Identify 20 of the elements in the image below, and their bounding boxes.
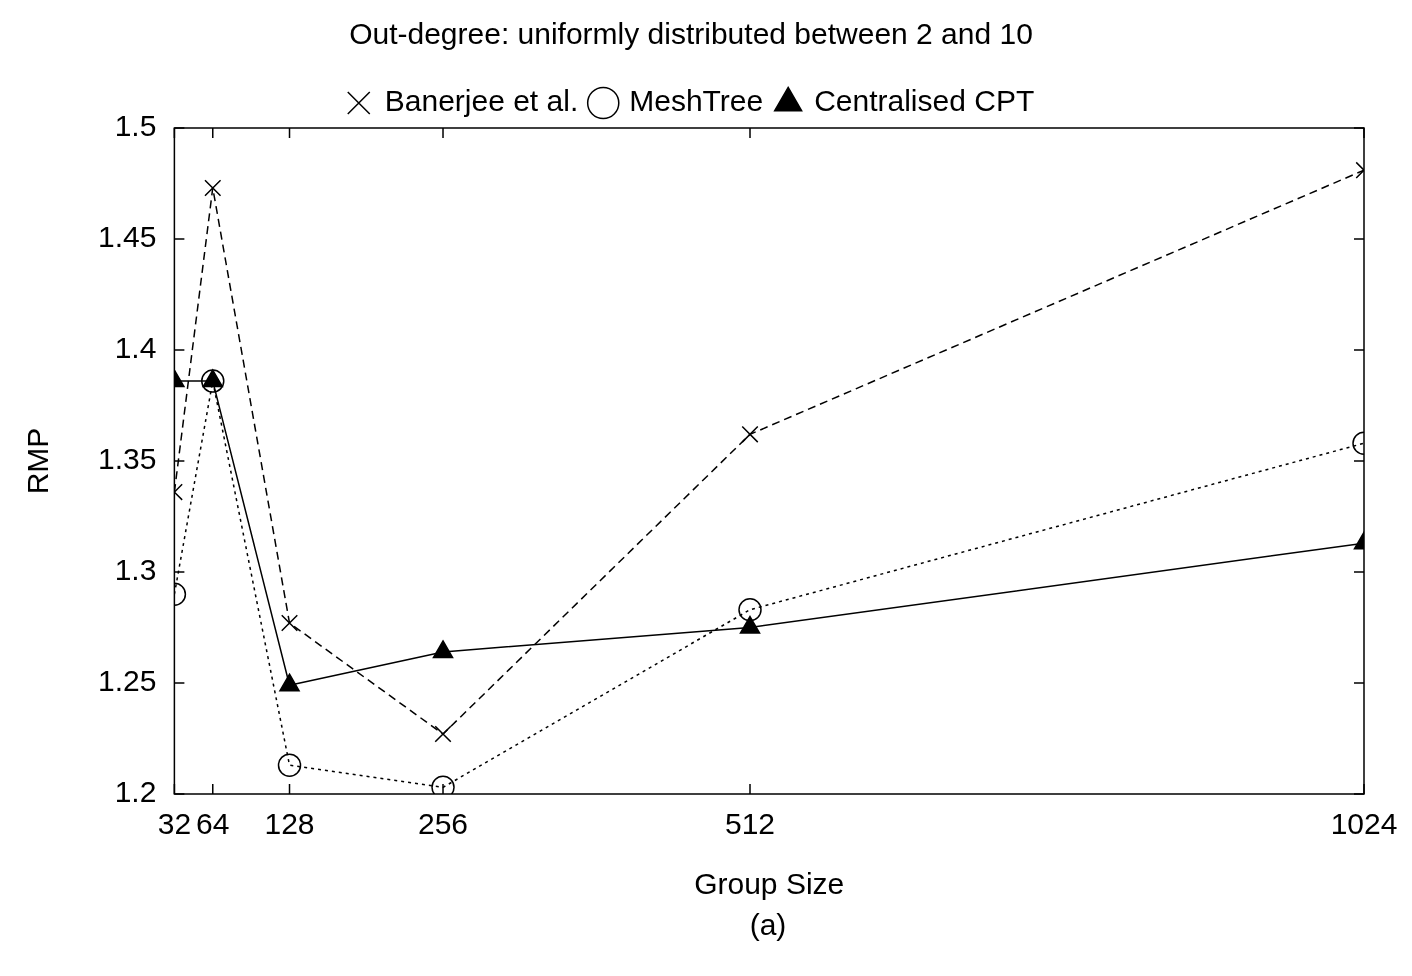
y-tick-label: 1.3 xyxy=(114,553,157,587)
legend-label: MeshTree xyxy=(629,84,764,118)
legend-label: Centralised CPT xyxy=(814,84,1035,118)
x-tick-label: 32 xyxy=(157,807,192,841)
chart-title: Out-degree: uniformly distributed between 2 and 10 xyxy=(349,17,1033,51)
x-tick-label: 128 xyxy=(264,807,315,841)
x-tick-label: 256 xyxy=(417,807,469,841)
x-axis-title: Group Size xyxy=(694,867,845,901)
y-axis-title: RMP xyxy=(21,427,55,495)
x-tick-label: 512 xyxy=(724,807,776,841)
x-tick-label: 1024 xyxy=(1330,807,1398,841)
y-tick-label: 1.4 xyxy=(114,331,157,365)
y-tick-label: 1.2 xyxy=(114,775,157,809)
y-tick-label: 1.35 xyxy=(98,442,157,476)
legend-label: Banerjee et al. xyxy=(384,84,579,118)
text: (a) xyxy=(748,908,788,942)
y-tick-label: 1.5 xyxy=(114,109,157,143)
x-tick-label: 64 xyxy=(196,807,230,841)
y-tick-label: 1.45 xyxy=(98,220,157,254)
y-tick-label: 1.25 xyxy=(98,664,157,698)
